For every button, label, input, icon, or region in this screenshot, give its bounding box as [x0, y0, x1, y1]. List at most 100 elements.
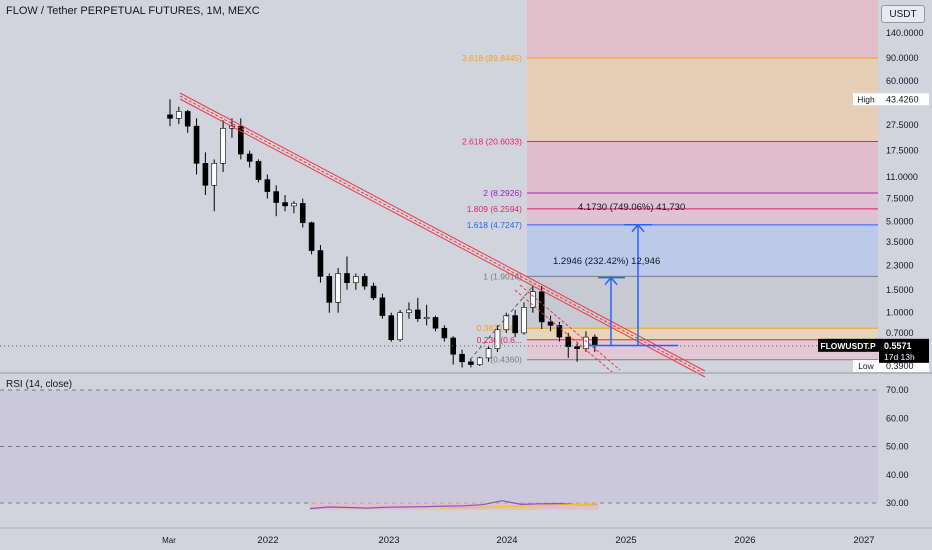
candle-body	[485, 348, 492, 359]
candle-body	[423, 317, 430, 319]
candle-body	[264, 179, 271, 192]
price-axis-tick: 1.0000	[886, 308, 914, 318]
candle-body	[361, 276, 368, 287]
high-marker-label: High	[857, 94, 875, 104]
time-axis-tick: 2027	[853, 535, 874, 546]
candle-body	[176, 111, 182, 119]
candle-body	[246, 153, 253, 162]
rsi-axis-tick: 50.00	[886, 442, 909, 452]
fib-level-label: 3.618 (89.8445)	[462, 53, 522, 63]
last-price-value: 0.5571	[884, 341, 912, 351]
price-axis-tick: 27.5000	[886, 120, 919, 130]
low-value-label: 0.3900	[886, 361, 914, 371]
candle-body	[494, 329, 501, 349]
last-price-badge	[879, 338, 929, 363]
symbol-badge-label: FLOWUSDT.P	[820, 341, 876, 351]
fib-level-label: 2 (8.2926)	[483, 188, 522, 198]
candle-body	[308, 222, 315, 251]
currency-button[interactable]: USDT	[881, 5, 925, 23]
candle-body	[530, 291, 536, 308]
rsi-title: RSI (14, close)	[6, 379, 73, 390]
candle-body	[556, 325, 563, 338]
rsi-line	[309, 500, 599, 510]
candle-body	[397, 312, 403, 341]
time-axis-tick: 2025	[615, 535, 636, 546]
low-marker-label: Low	[858, 361, 874, 371]
candle-body	[220, 127, 226, 164]
candle-body	[432, 317, 439, 329]
candle-body	[211, 163, 218, 186]
time-axis-tick: Mar	[162, 536, 176, 545]
fib-band	[527, 0, 878, 59]
candle-body	[441, 327, 448, 339]
time-axis-tick: 2022	[257, 535, 278, 546]
price-axis-tick: 0.7000	[886, 328, 914, 338]
candle-body	[273, 191, 280, 203]
candle-body	[468, 361, 474, 365]
candle-body	[167, 114, 173, 119]
rsi-axis-tick: 40.00	[886, 470, 909, 480]
price-axis-tick: 2.3000	[886, 261, 914, 271]
price-axis-tick: 11.0000	[886, 172, 918, 182]
candle-body	[379, 297, 386, 316]
fib-band	[527, 328, 878, 340]
rsi-axis-tick: 70.00	[886, 385, 909, 395]
candle-body	[538, 291, 545, 323]
rsi-axis-tick: 60.00	[886, 413, 909, 423]
low-marker-box	[853, 360, 879, 372]
measure-label: 1.2946 (232.42%) 12,946	[553, 256, 660, 267]
candle-body	[565, 336, 572, 347]
measure-label: 4.1730 (749.06%) 41,730	[578, 202, 685, 213]
fib-level-label: (0.4360)	[490, 355, 522, 365]
fib-band	[527, 58, 878, 142]
symbol-badge	[818, 338, 879, 352]
price-axis-tick: 140.0000	[886, 28, 924, 38]
candle-body	[370, 285, 377, 299]
candle-body	[326, 276, 333, 303]
trendline	[179, 95, 706, 375]
fib-level-label: 1 (1.9016)	[483, 271, 522, 281]
price-axis-tick: 3.5000	[886, 237, 914, 247]
rsi-ma-line	[439, 503, 599, 509]
rsi-axis-tick: 30.00	[886, 498, 909, 508]
time-axis-tick: 2026	[734, 535, 755, 546]
high-value-label: 43.4260	[886, 94, 919, 104]
price-axis-tick: 17.5000	[886, 146, 919, 156]
trendline	[514, 289, 613, 373]
fib-band	[527, 276, 878, 329]
fib-level-label: 2.618 (20.6033)	[462, 136, 522, 146]
countdown-label: 17d 13h	[884, 352, 915, 362]
fib-band	[527, 224, 878, 277]
time-axis-tick: 2023	[378, 535, 399, 546]
candle-body	[255, 161, 262, 180]
fib-band	[527, 339, 878, 360]
fib-anchor-line	[469, 285, 534, 361]
candle-body	[238, 125, 244, 155]
fib-level-label: 1.618 (4.7247)	[467, 220, 522, 230]
price-axis-tick: 60.0000	[886, 76, 919, 86]
fib-level-label: 0.382 (0.8...	[477, 323, 522, 333]
candle-body	[317, 250, 324, 277]
candle-body	[450, 337, 457, 355]
candle-body	[459, 353, 465, 363]
price-axis-tick: 90.0000	[886, 53, 919, 63]
candle-body	[414, 309, 421, 319]
candle-body	[574, 346, 580, 349]
candle-body	[406, 309, 412, 314]
low-value-box	[879, 360, 929, 372]
candle-body	[184, 111, 191, 127]
candle-body	[193, 125, 200, 164]
candle-body	[335, 273, 341, 303]
candle-body	[299, 203, 306, 224]
candle-body	[476, 357, 483, 365]
trendline	[179, 92, 706, 372]
chart-title: FLOW / Tether PERPETUAL FUTURES, 1M, MEX…	[6, 5, 260, 17]
fib-level-label: 1.809 (6.2594)	[467, 204, 522, 214]
price-axis-tick: 5.0000	[886, 217, 914, 227]
candle-body	[344, 273, 350, 283]
candle-body	[202, 163, 209, 186]
candle-body	[583, 336, 589, 349]
candle-body	[591, 336, 598, 346]
